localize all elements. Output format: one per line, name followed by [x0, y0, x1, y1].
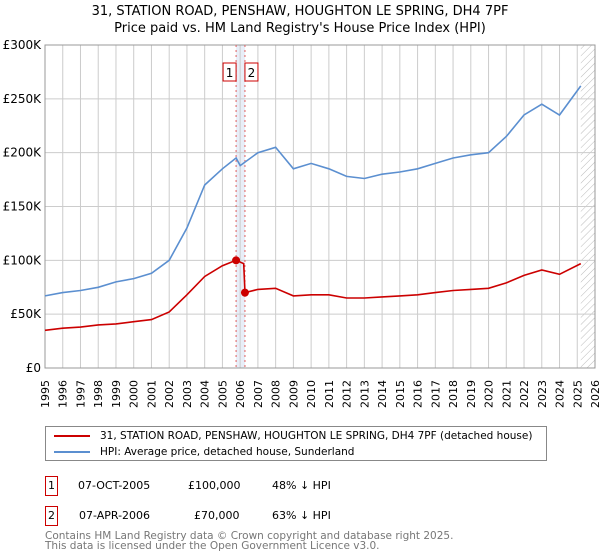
sale-marker-label: 1 — [226, 66, 234, 80]
x-tick-label: 2003 — [181, 380, 194, 408]
sale-marker-box — [244, 62, 259, 82]
x-tick-label: 2019 — [465, 380, 478, 408]
x-tick-label: 2011 — [323, 380, 336, 408]
row-date: 07-APR-2006 — [79, 509, 151, 522]
x-tick-label: 1999 — [110, 380, 123, 408]
sale-marker-box — [222, 62, 237, 82]
x-tick-label: 2007 — [252, 380, 265, 408]
row-number: 1 — [45, 476, 58, 496]
x-tick-label: 1998 — [92, 380, 105, 408]
x-tick-label: 2013 — [358, 380, 371, 408]
x-tick-label: 2006 — [234, 380, 247, 408]
price-chart: 1995 1996 1997 1998 1999 2000 2001 2002 2003 2004… — [3, 38, 600, 408]
x-tick-label: 2015 — [394, 380, 407, 408]
x-tick-label: 2012 — [341, 380, 354, 408]
y-tick-label: £200K — [3, 146, 43, 160]
footer-line-2: This data is licensed under the Open Gov… — [45, 540, 380, 552]
x-tick-label: 2001 — [145, 380, 158, 408]
row-price: £100,000 — [188, 479, 241, 492]
sale-point — [232, 256, 241, 265]
y-tick-label: £250K — [3, 92, 43, 106]
footer: Contains HM Land Registry data © Crown c… — [45, 530, 454, 552]
footer-line-1: Contains HM Land Registry data © Crown c… — [45, 530, 454, 542]
x-tick-label: 2009 — [287, 380, 300, 408]
x-tick-label: 2014 — [376, 380, 389, 408]
x-tick-label: 2002 — [163, 380, 176, 408]
y-tick-label: £50K — [10, 307, 42, 321]
row-price: £70,000 — [194, 509, 240, 522]
x-tick-label: 2017 — [429, 380, 442, 408]
sale-marker-label: 2 — [248, 66, 256, 80]
series-line — [44, 85, 582, 297]
row-hpi: 63% ↓ HPI — [272, 509, 331, 522]
row-date: 07-OCT-2005 — [78, 479, 151, 492]
sale-point — [240, 288, 249, 297]
table-row: 2 07-APR-2006 £70,000 63% ↓ HPI — [45, 506, 445, 526]
x-tick-label: 2004 — [199, 380, 212, 408]
x-tick-label: 2024 — [554, 380, 567, 408]
y-tick-label: £300K — [3, 38, 43, 52]
row-hpi: 48% ↓ HPI — [272, 479, 331, 492]
plot-frame — [44, 44, 596, 369]
legend-label-property: 31, STATION ROAD, PENSHAW, HOUGHTON LE S… — [100, 430, 533, 442]
x-tick-label: 2023 — [536, 380, 549, 408]
y-tick-label: £150K — [3, 200, 43, 214]
x-tick-label: 1995 — [39, 380, 52, 408]
x-tick-label: 1997 — [74, 380, 87, 408]
legend-label-hpi: HPI: Average price, detached house, Sund… — [100, 446, 355, 458]
y-tick-label: £100K — [3, 253, 43, 267]
legend-swatch-hpi — [54, 451, 90, 453]
x-tick-label: 2000 — [128, 380, 141, 408]
x-tick-label: 2005 — [216, 380, 229, 408]
chart-subtitle: Price paid vs. HM Land Registry's House … — [114, 21, 486, 36]
x-tick-label: 2022 — [518, 380, 531, 408]
legend-swatch-property — [54, 435, 90, 437]
row-number: 2 — [45, 506, 58, 526]
legend: 31, STATION ROAD, PENSHAW, HOUGHTON LE S… — [45, 426, 547, 461]
x-tick-label: 2021 — [500, 380, 513, 408]
x-tick-label: 1996 — [57, 380, 70, 408]
table-row: 1 07-OCT-2005 £100,000 48% ↓ HPI — [45, 476, 445, 496]
x-tick-label: 2025 — [571, 380, 584, 408]
y-tick-label: £0 — [26, 361, 41, 375]
x-tick-label: 2010 — [305, 380, 318, 408]
series-line — [44, 259, 582, 332]
x-tick-label: 2016 — [412, 380, 425, 408]
x-tick-label: 2026 — [589, 380, 600, 408]
chart-title: 31, STATION ROAD, PENSHAW, HOUGHTON LE S… — [91, 4, 509, 19]
x-tick-label: 2018 — [447, 380, 460, 408]
x-tick-label: 2008 — [270, 380, 283, 408]
x-tick-label: 2020 — [483, 380, 496, 408]
